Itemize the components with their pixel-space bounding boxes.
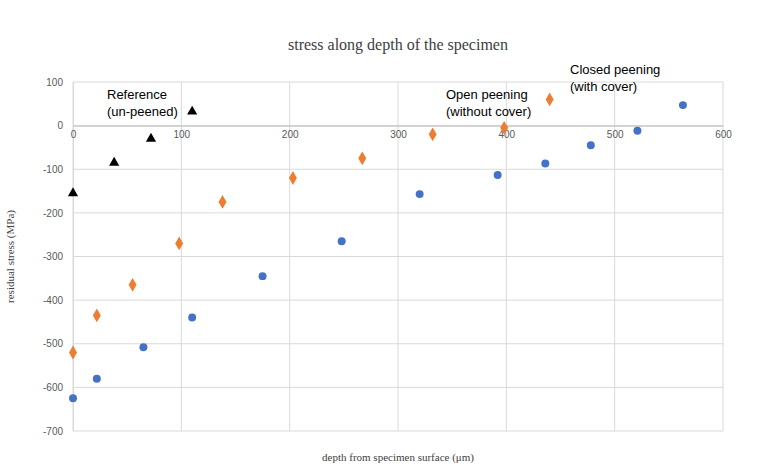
point <box>146 133 156 142</box>
point <box>69 346 77 360</box>
point <box>633 127 641 135</box>
tick-label: 100 <box>46 77 63 88</box>
point <box>175 237 183 251</box>
tick-label: 0 <box>71 129 77 140</box>
point <box>109 157 119 166</box>
point <box>93 375 101 383</box>
tick: -400 <box>43 295 73 306</box>
series <box>69 93 554 360</box>
point <box>289 171 297 185</box>
grid <box>73 82 723 431</box>
tick-label: -400 <box>43 295 63 306</box>
tick: -300 <box>43 251 73 262</box>
tick-label: -300 <box>43 251 63 262</box>
axis-line <box>74 126 724 127</box>
tick: -700 <box>43 426 73 437</box>
point <box>429 127 437 141</box>
point <box>358 151 366 165</box>
tick-label: -600 <box>43 382 63 393</box>
point <box>139 343 147 351</box>
point <box>129 278 137 292</box>
x-axis: 0 100 200 300 400 500 600 <box>71 126 733 140</box>
title: stress along depth of the specimen <box>288 36 508 54</box>
point <box>259 272 267 280</box>
point <box>546 93 554 107</box>
tick: -200 <box>43 208 73 219</box>
tick: -100 <box>43 164 73 175</box>
point <box>541 160 549 168</box>
tick: 100 <box>46 77 73 88</box>
tick-label: -200 <box>43 208 63 219</box>
tick-label: 500 <box>607 129 624 140</box>
point <box>500 121 508 135</box>
point <box>338 237 346 245</box>
series <box>69 101 687 402</box>
annotation: Reference <box>107 87 167 102</box>
y-axis-title: residual stress (MPa) <box>4 210 17 303</box>
tick-label: 200 <box>282 129 299 140</box>
tick-label: 0 <box>57 120 63 131</box>
point <box>587 141 595 149</box>
point <box>69 394 77 402</box>
annotation: (un-peened) <box>107 104 178 119</box>
point <box>68 187 78 196</box>
tick: -600 <box>43 382 73 393</box>
tick: 500 <box>607 126 624 140</box>
tick-label: -500 <box>43 338 63 349</box>
point <box>188 314 196 322</box>
tick-label: -100 <box>43 164 63 175</box>
tick-label: 300 <box>390 129 407 140</box>
tick: -500 <box>43 338 73 349</box>
point <box>679 101 687 109</box>
chart: -700 -600 -500 -400 -300 -200 -100 0 100 0 100 200 3… <box>0 0 783 474</box>
point <box>93 308 101 322</box>
tick: 200 <box>282 126 299 140</box>
tick-label: 400 <box>498 129 515 140</box>
series <box>68 106 197 196</box>
tick-label: 100 <box>173 129 190 140</box>
annotation: (without cover) <box>446 104 531 119</box>
y-axis: -700 -600 -500 -400 -300 -200 -100 0 100 <box>43 77 74 437</box>
tick: 0 <box>71 126 77 140</box>
point <box>219 195 227 209</box>
x-axis-title: depth from specimen surface (μm) <box>322 451 474 464</box>
annotation: Closed peening <box>570 62 660 77</box>
tick: 600 <box>715 126 732 140</box>
tick-label: 600 <box>715 129 732 140</box>
point <box>494 171 502 179</box>
tick: 100 <box>173 126 190 140</box>
tick: 300 <box>390 126 407 140</box>
points <box>68 93 687 403</box>
tick-label: -700 <box>43 426 63 437</box>
point <box>187 106 197 115</box>
annotation: (with cover) <box>570 79 637 94</box>
point <box>416 190 424 198</box>
annotation: Open peening <box>446 87 528 102</box>
